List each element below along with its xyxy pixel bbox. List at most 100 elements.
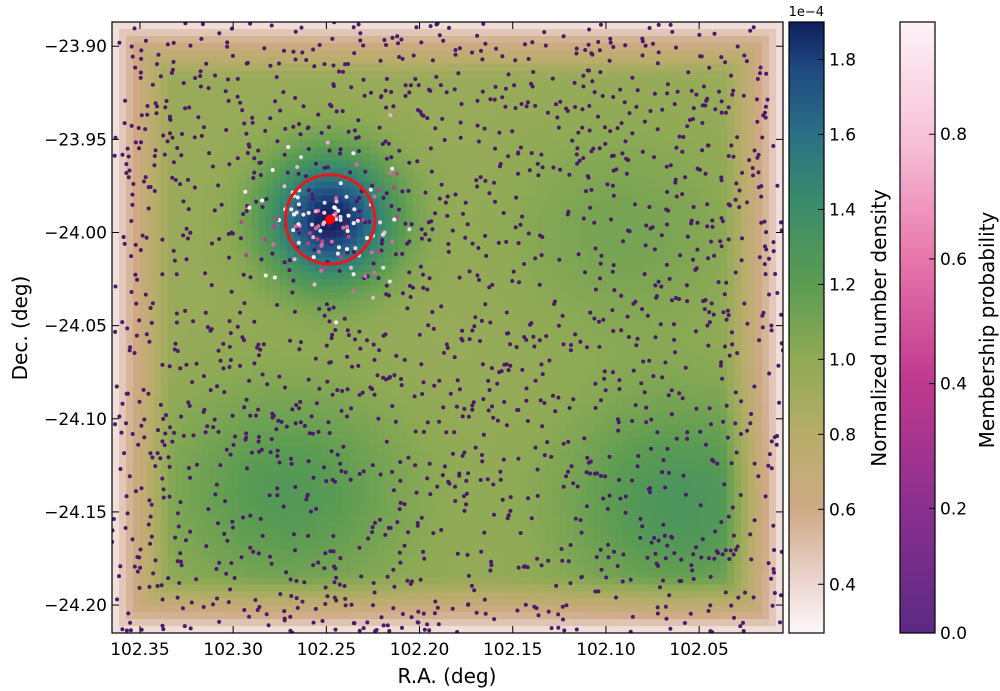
density-cell	[433, 202, 442, 211]
density-cell	[188, 320, 197, 329]
density-cell	[244, 556, 253, 565]
density-cell	[356, 140, 365, 148]
density-cell	[188, 77, 197, 86]
density-cell	[258, 292, 267, 301]
density-cell	[314, 348, 323, 356]
density-cell	[440, 237, 449, 245]
density-cell	[118, 105, 127, 113]
density-cell	[356, 126, 365, 134]
density-cell	[377, 431, 386, 440]
density-cell	[209, 112, 218, 120]
density-cell	[237, 153, 246, 162]
density-cell	[167, 49, 176, 58]
density-cell	[188, 542, 197, 551]
density-cell	[440, 195, 449, 204]
density-cell	[419, 160, 428, 169]
density-cell	[118, 514, 127, 523]
density-cell	[188, 577, 197, 585]
density-cell	[244, 216, 253, 224]
density-cell	[118, 591, 127, 599]
density-cell	[307, 112, 316, 120]
density-cell	[237, 376, 246, 384]
density-cell	[146, 98, 155, 106]
density-cell	[195, 265, 204, 273]
density-cell	[482, 216, 491, 224]
density-cell	[384, 258, 393, 266]
density-cell	[272, 63, 281, 72]
density-cell	[307, 445, 316, 454]
density-cell	[328, 383, 337, 391]
density-cell	[419, 508, 428, 516]
density-cell	[321, 410, 330, 419]
density-cell	[125, 202, 134, 211]
density-cell	[300, 521, 309, 530]
density-cell	[412, 605, 421, 613]
density-cell	[496, 202, 505, 211]
density-cell	[321, 77, 330, 86]
density-cell	[454, 209, 463, 218]
density-cell	[482, 56, 491, 65]
density-cell	[454, 98, 463, 106]
density-cell	[139, 501, 148, 509]
density-cell	[314, 216, 323, 224]
density-cell	[272, 556, 281, 565]
density-cell	[216, 153, 225, 162]
density-cell	[230, 49, 239, 58]
density-cell	[230, 167, 239, 176]
density-cell	[258, 181, 267, 190]
density-cell	[132, 549, 141, 558]
density-cell	[496, 251, 505, 259]
density-cell	[405, 133, 414, 141]
density-cell	[272, 188, 281, 197]
density-cell	[293, 91, 302, 99]
density-cell	[377, 424, 386, 433]
density-cell	[209, 105, 218, 113]
density-cell	[426, 591, 435, 599]
density-cell	[160, 181, 169, 190]
density-cell	[496, 230, 505, 238]
density-cell	[496, 577, 505, 585]
density-cell	[384, 542, 393, 551]
density-cell	[384, 77, 393, 86]
density-cell	[398, 494, 407, 502]
density-cell	[202, 327, 211, 336]
density-cell	[454, 528, 463, 537]
density-cell	[328, 556, 337, 565]
density-cell	[307, 251, 316, 259]
density-cell	[146, 140, 155, 148]
density-cell	[223, 591, 232, 599]
density-cell	[265, 278, 274, 287]
density-cell	[454, 216, 463, 224]
density-cell	[223, 209, 232, 218]
density-cell	[216, 445, 225, 454]
density-cell	[251, 549, 260, 558]
density-cell	[419, 501, 428, 509]
density-cell	[118, 202, 127, 211]
density-cell	[314, 626, 323, 633]
density-cell	[503, 91, 512, 99]
density-cell	[496, 167, 505, 176]
density-cell	[202, 605, 211, 613]
density-cell	[468, 160, 477, 169]
density-cell	[440, 410, 449, 419]
density-cell	[216, 174, 225, 183]
density-cell	[153, 348, 162, 356]
density-cell	[286, 334, 295, 342]
density-cell	[426, 521, 435, 530]
density-cell	[139, 181, 148, 190]
density-cell	[440, 542, 449, 551]
density-cell	[433, 612, 442, 620]
density-cell	[391, 223, 400, 231]
density-cell	[440, 369, 449, 377]
density-cell	[160, 91, 169, 99]
density-cell	[230, 334, 239, 342]
density-cell	[440, 501, 449, 509]
density-cell	[237, 389, 246, 398]
density-cell	[118, 195, 127, 204]
density-cell	[153, 417, 162, 426]
density-cell	[251, 265, 260, 273]
density-cell	[195, 480, 204, 488]
density-cell	[398, 487, 407, 495]
density-cell	[153, 292, 162, 301]
density-cell	[363, 556, 372, 565]
